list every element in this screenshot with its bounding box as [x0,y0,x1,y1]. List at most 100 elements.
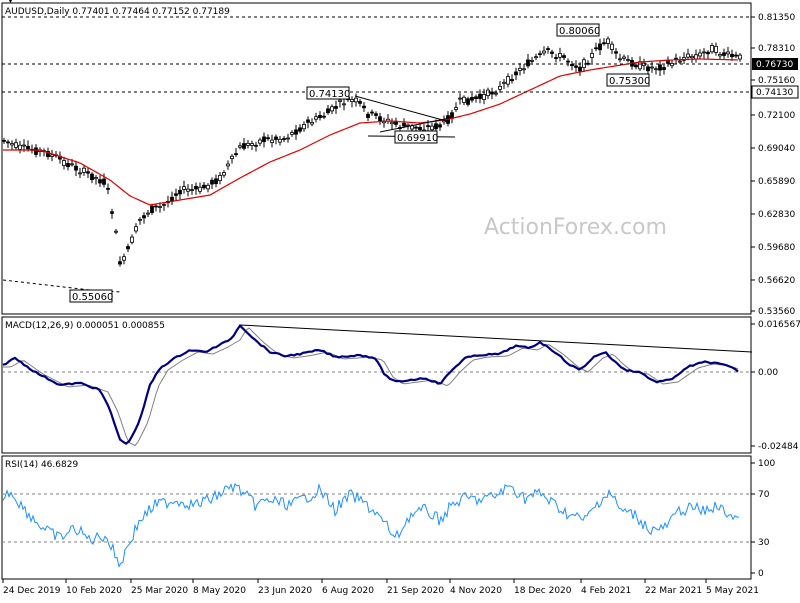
candle-body [702,51,706,54]
price-y-tick-label: 0.56620 [758,276,795,286]
candle-body [194,186,198,190]
x-tick-label: 21 Sep 2020 [387,586,444,596]
candle-body [126,246,130,250]
candle-body [334,106,338,109]
candle-body [330,106,334,112]
annotation-high-box [556,23,600,37]
candle-body [318,115,322,119]
candle-body [426,125,430,128]
candle-body [250,143,254,146]
level-tag [751,85,799,99]
candle-body [478,93,482,99]
rsi-line [2,482,740,568]
rsi-y-tick-label: 30 [758,538,770,548]
macd-y-tick-label: 0.00 [758,368,778,378]
candle-body [370,111,374,114]
candle-body [438,124,442,128]
candle-body [434,123,438,130]
triangle-upper-trendline [354,95,451,123]
annotation-low-label: 0.69910 [397,133,438,144]
candle-body [50,154,54,157]
candle-body [214,178,218,185]
price-y-tick-label: 0.72100 [758,111,795,121]
watermark: ActionForex.com [484,215,667,240]
price-y-tick-label: 0.53560 [758,307,795,317]
candle-body [6,141,10,144]
candle-body [242,143,246,149]
candle-body [374,113,378,116]
rsi-header: RSI(14) 46.6829 [5,460,78,470]
candle-body [694,54,698,60]
candle-body [362,105,366,109]
candle-body [2,139,6,142]
candle-body [526,59,530,67]
candle-body [414,126,418,129]
candle-body [518,67,522,71]
macd-header: MACD(12,26,9) 0.000051 0.000855 [5,321,165,331]
rsi-y-tick-label: 70 [758,490,770,500]
candle-body [710,45,714,53]
candle-body [510,79,514,82]
candle-body [606,38,610,44]
candle-body [558,53,562,58]
candle-body [266,137,270,140]
candle-body [462,96,466,103]
candle-body [270,139,274,143]
annotation-bottom-box [69,289,113,303]
axis-layer: 0.81350 0.78310 0.75160 0.72100 0.69040 0.658… [2,13,800,596]
x-tick-label: 4 Nov 2020 [450,586,502,596]
candle-body [730,53,734,58]
annotation-high-label: 0.80060 [559,26,600,37]
candle-body [598,43,602,51]
candle-body [298,127,302,132]
candle-body [530,60,534,62]
x-tick-label: 22 Mar 2021 [645,586,702,596]
level-tag-label: 0.74130 [756,88,793,98]
candle-body [146,212,150,215]
annotation-mid-box [306,86,350,100]
candle-body [118,261,122,265]
candle-body [634,64,638,68]
candle-body [550,51,554,54]
candle-body [110,211,114,214]
price-panel [1,2,752,315]
candle-body [522,68,526,71]
candle-body [306,119,310,123]
candle-body [70,163,74,166]
candle-body [562,55,566,58]
x-tick-label: 18 Dec 2020 [514,586,572,596]
candle-body [650,66,654,69]
candle-body [618,58,622,61]
candle-body [622,56,626,59]
annotation-bottom-label: 0.55060 [72,292,113,303]
candle-body [286,137,290,140]
price-layer: 0.80060 0.74130 0.69910 0.75300 0.55060 [2,16,751,303]
x-tick-label: 24 Dec 2019 [3,586,61,596]
candle-body [658,64,662,71]
candle-body [578,66,582,72]
candle-body [454,107,458,110]
candle-body [74,165,78,171]
candle-body [158,206,162,208]
x-tick-label: 4 Feb 2021 [581,586,631,596]
candle-body [198,186,202,192]
candle-body [534,56,538,59]
candle-body [106,187,110,190]
candle-body [218,175,222,182]
candle-body [574,65,578,68]
candle-body [666,60,670,64]
candle-body [378,116,382,122]
panel-collapse-icon[interactable]: ▼ [7,0,14,5]
candle-body [466,98,470,105]
candle-body [122,256,126,261]
candle-body [546,48,550,50]
price-y-tick-label: 0.59680 [758,243,795,253]
candle-body [686,53,690,58]
current-price-tag [752,58,798,70]
rsi-y-tick-label: 100 [758,459,775,469]
macd-y-tick-label: -0.02484 [758,442,799,452]
candle-body [222,172,226,176]
candle-body [626,59,630,61]
candle-body [310,122,314,125]
